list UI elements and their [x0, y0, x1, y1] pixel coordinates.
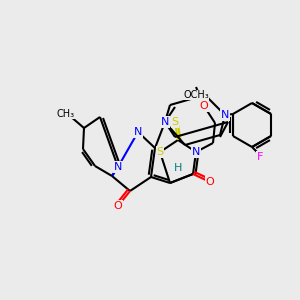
Text: F: F	[257, 152, 263, 162]
Text: S: S	[171, 117, 178, 127]
Text: N: N	[221, 110, 229, 120]
Text: H: H	[174, 163, 182, 173]
Text: N: N	[161, 117, 169, 127]
Text: CH₃: CH₃	[57, 109, 75, 119]
Text: O: O	[206, 177, 214, 187]
Text: O: O	[200, 101, 208, 111]
Text: O: O	[200, 101, 208, 111]
Text: O: O	[114, 201, 122, 211]
Text: S: S	[156, 147, 164, 157]
Text: N: N	[114, 162, 122, 172]
Text: N: N	[192, 147, 200, 157]
Text: N: N	[134, 127, 142, 137]
Text: OCH₃: OCH₃	[183, 90, 209, 100]
